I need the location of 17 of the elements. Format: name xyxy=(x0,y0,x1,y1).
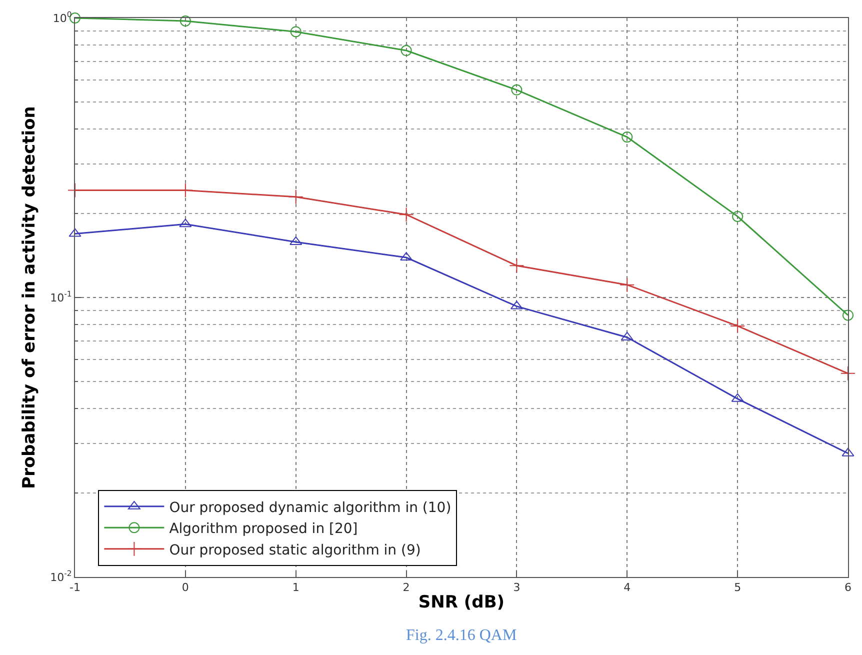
x-tick-label: 5 xyxy=(734,581,742,594)
y-axis-title: Probability of error in activity detection xyxy=(20,106,40,489)
y-tick-label: 10$^{0}$ xyxy=(52,10,72,25)
caption: Fig. 2.4.16 QAM xyxy=(406,627,517,644)
x-tick-label: 4 xyxy=(624,581,631,594)
x-tick-label: 1 xyxy=(292,581,300,594)
x-tick-label: 3 xyxy=(513,581,520,594)
y-tick-label: 10$^{-2}$ xyxy=(50,569,72,584)
x-tick-label: 2 xyxy=(402,581,410,594)
legend-label: Algorithm proposed in [20] xyxy=(169,521,358,538)
x-tick-label: -1 xyxy=(70,581,80,594)
x-axis-title: SNR (dB) xyxy=(418,592,505,613)
x-tick-label: 0 xyxy=(182,581,189,594)
x-tick-label: 6 xyxy=(844,581,852,594)
y-tick-label: 10$^{-1}$ xyxy=(50,290,72,304)
legend-label: Our proposed static algorithm in (9) xyxy=(169,542,421,558)
legend-label: Our proposed dynamic algorithm in (10) xyxy=(169,500,452,516)
